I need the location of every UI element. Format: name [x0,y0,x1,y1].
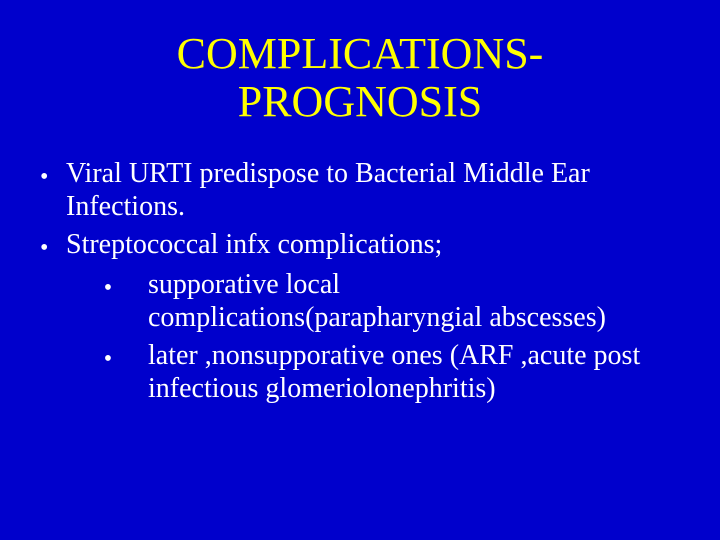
bullet-item: Viral URTI predispose to Bacterial Middl… [40,157,680,224]
title-line-2: PROGNOSIS [238,77,483,126]
bullet-item: later ,nonsupporative ones (ARF ,acute p… [40,339,680,406]
slide: COMPLICATIONS- PROGNOSIS Viral URTI pred… [0,0,720,540]
slide-title: COMPLICATIONS- PROGNOSIS [40,30,680,127]
bullet-text: later ,nonsupporative ones (ARF ,acute p… [148,339,680,406]
bullet-item: supporative local complications(paraphar… [40,268,680,335]
bullet-item: Streptococcal infx complications; [40,228,680,264]
bullet-text: Viral URTI predispose to Bacterial Middl… [66,157,680,224]
slide-body: Viral URTI predispose to Bacterial Middl… [40,157,680,406]
bullet-text: supporative local complications(paraphar… [148,268,680,335]
title-line-1: COMPLICATIONS- [177,29,544,78]
bullet-icon [40,339,148,375]
bullet-icon [40,268,148,304]
bullet-icon [40,157,66,193]
bullet-icon [40,228,66,264]
bullet-text: Streptococcal infx complications; [66,228,680,262]
